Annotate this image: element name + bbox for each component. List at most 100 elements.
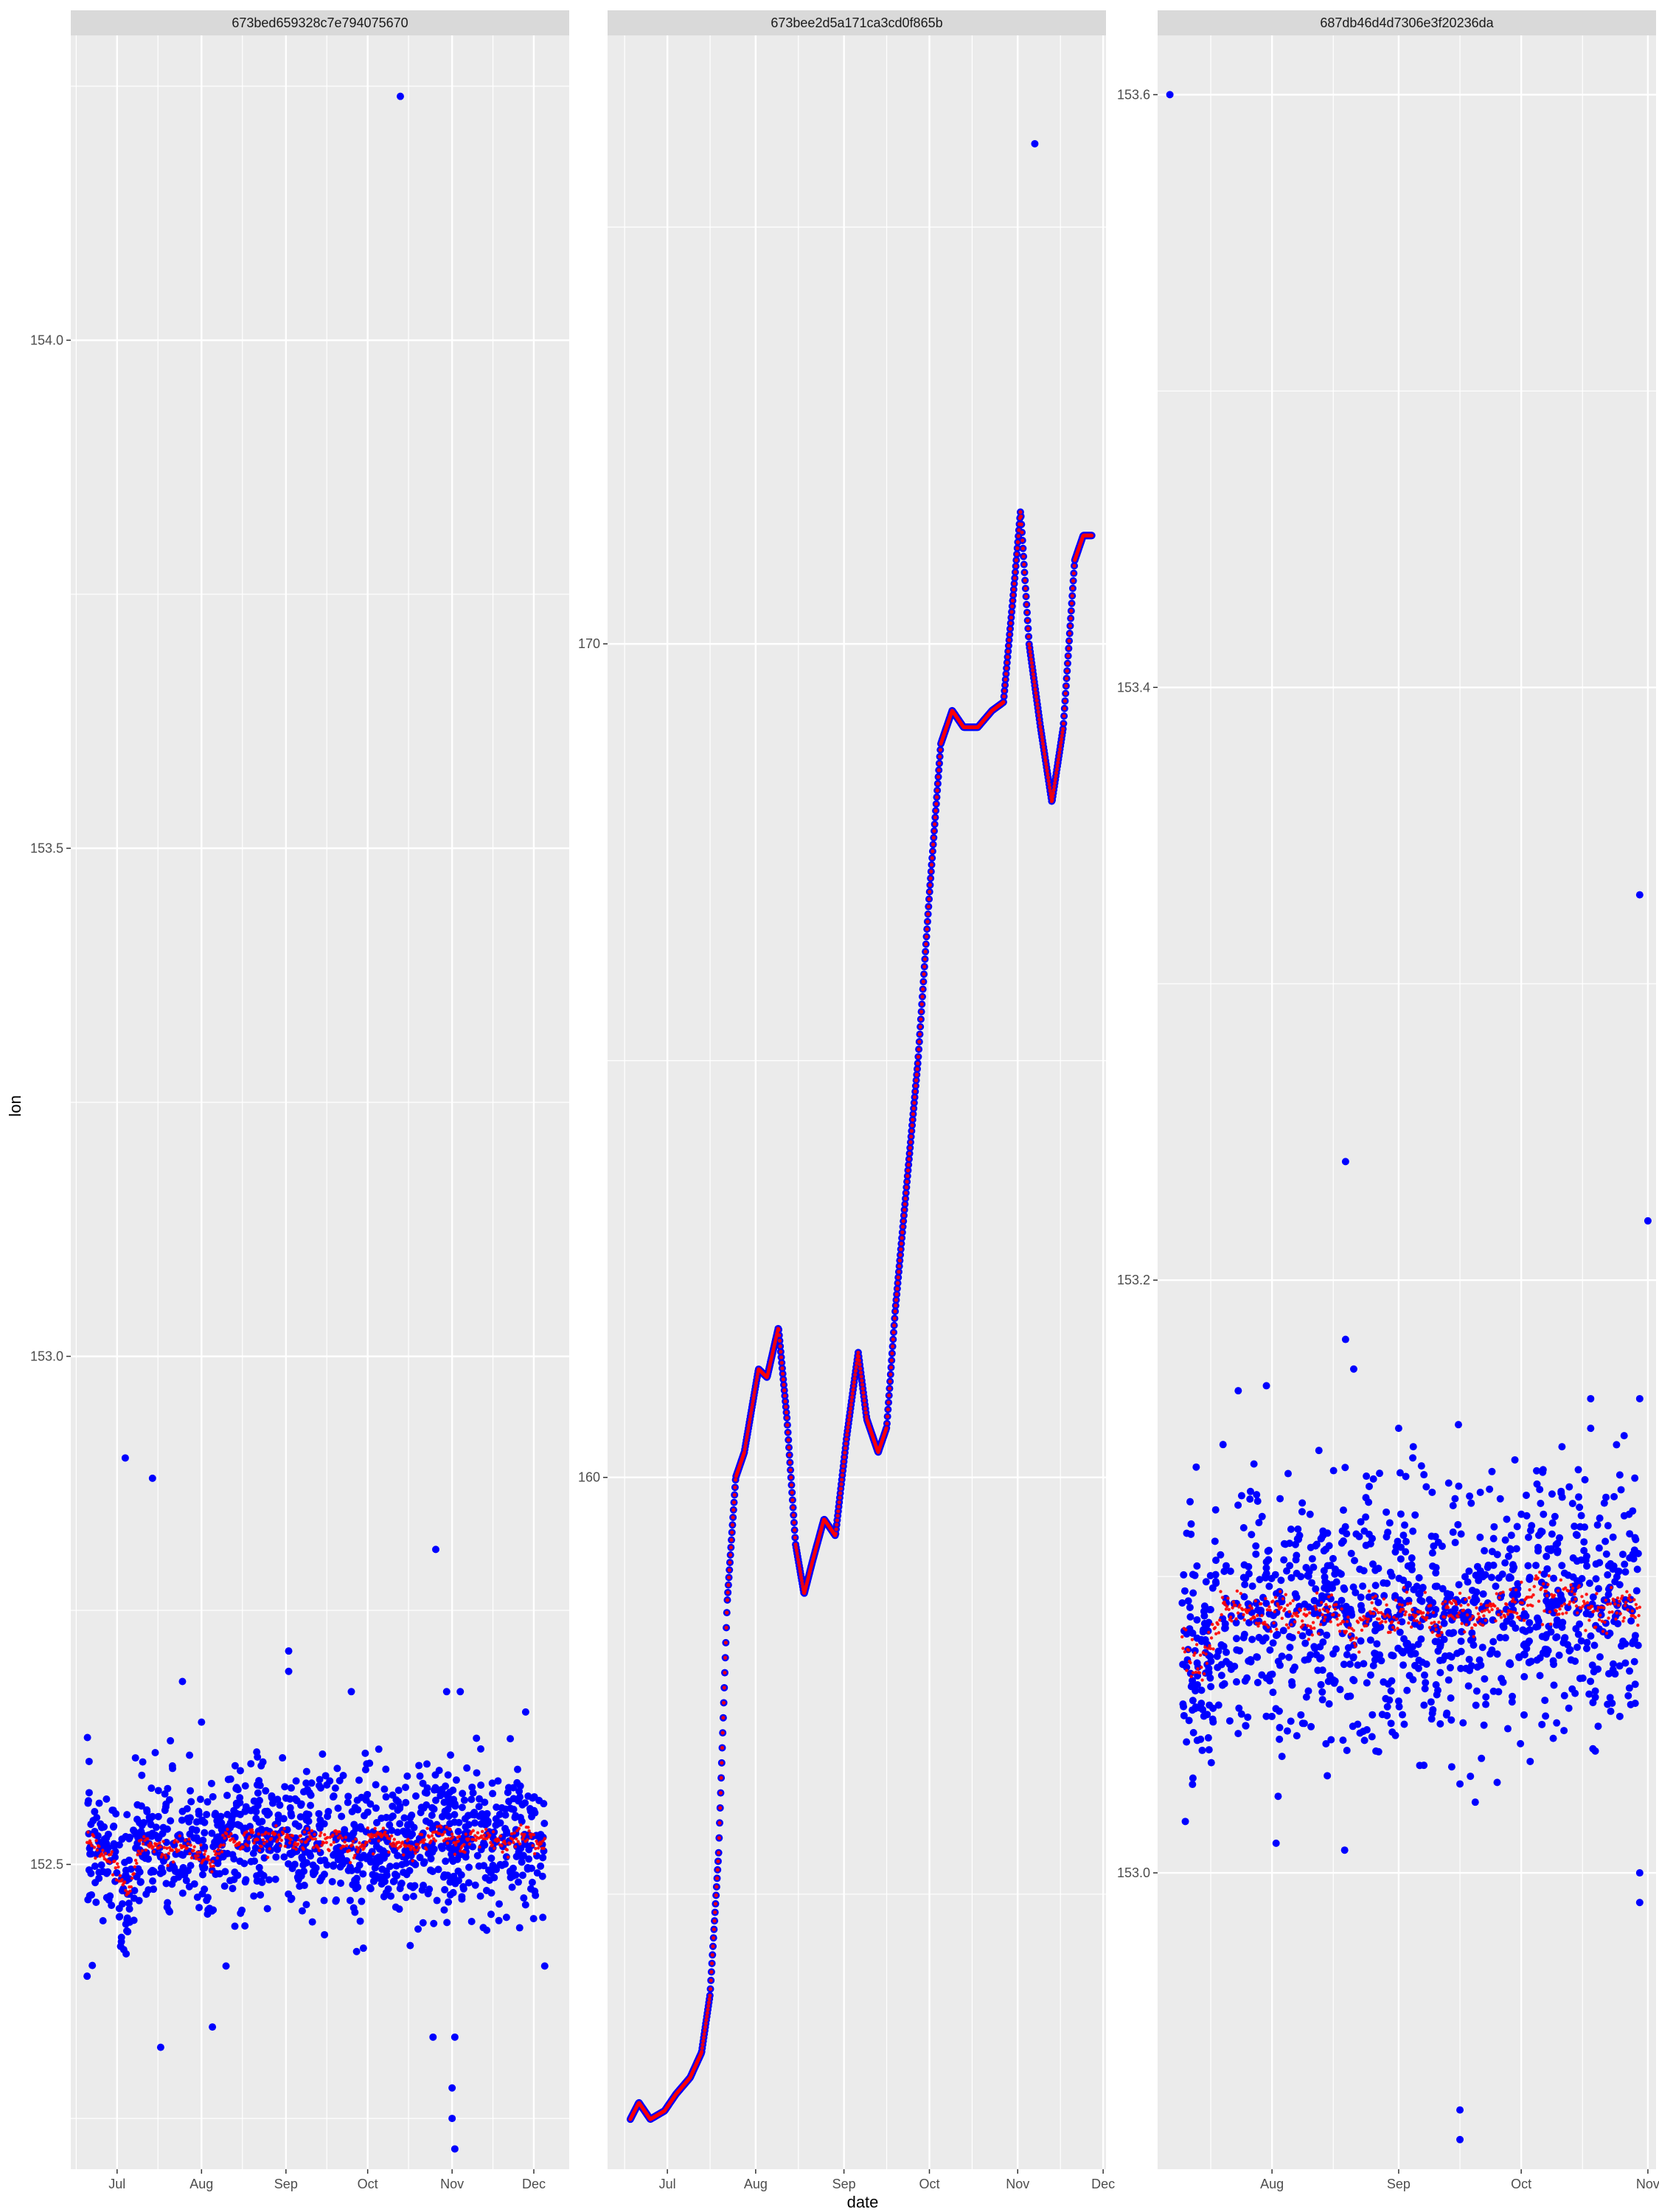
- raw-point: [1583, 1562, 1591, 1570]
- raw-point: [1200, 1712, 1208, 1720]
- raw-point: [91, 1863, 99, 1871]
- smoothed-point: [1025, 611, 1029, 615]
- x-tick-label: Jul: [659, 2177, 676, 2191]
- smoothed-point: [257, 1848, 262, 1852]
- smoothed-point: [1242, 1613, 1245, 1617]
- raw-point: [521, 1901, 529, 1909]
- smoothed-point: [849, 1402, 853, 1407]
- smoothed-point: [327, 1848, 331, 1853]
- raw-point: [272, 1853, 280, 1861]
- smoothed-point: [905, 1168, 911, 1172]
- smoothed-point: [1090, 533, 1094, 538]
- smoothed-point: [462, 1843, 466, 1846]
- raw-point: [394, 1798, 403, 1806]
- raw-point: [344, 1798, 352, 1806]
- raw-point: [1181, 1818, 1189, 1826]
- raw-point: [1631, 1474, 1639, 1482]
- smoothed-point: [1443, 1600, 1447, 1604]
- smoothed-point: [1366, 1620, 1369, 1624]
- smoothed-point: [1065, 669, 1069, 673]
- raw-point: [118, 1835, 126, 1843]
- raw-point: [131, 1754, 139, 1762]
- raw-point: [1186, 1625, 1194, 1633]
- smoothed-point: [1446, 1606, 1450, 1610]
- smoothed-point: [796, 1560, 801, 1565]
- raw-point: [1594, 1722, 1602, 1731]
- smoothed-point: [498, 1834, 503, 1838]
- raw-point: [252, 1815, 260, 1823]
- raw-point: [350, 1820, 358, 1829]
- smoothed-point: [1394, 1599, 1398, 1602]
- raw-point: [1422, 1660, 1430, 1668]
- smoothed-point: [422, 1837, 427, 1842]
- smoothed-point: [928, 876, 933, 880]
- raw-point: [1440, 1635, 1448, 1644]
- raw-point: [410, 1823, 418, 1832]
- x-tick-label: Nov: [1636, 2177, 1659, 2191]
- raw-point: [236, 1857, 244, 1865]
- raw-point: [291, 1795, 299, 1803]
- raw-point: [337, 1879, 345, 1888]
- smoothed-point: [782, 1394, 787, 1398]
- raw-point: [285, 1860, 293, 1868]
- raw-point: [271, 1875, 279, 1883]
- raw-point: [1470, 1641, 1478, 1649]
- raw-point: [418, 1886, 426, 1894]
- smoothed-point: [166, 1863, 170, 1868]
- facet-strip: [1158, 10, 1656, 35]
- smoothed-point: [1454, 1602, 1458, 1607]
- raw-point: [468, 1783, 476, 1791]
- smoothed-point: [721, 1700, 726, 1705]
- smoothed-point: [1322, 1618, 1326, 1623]
- raw-point: [414, 1925, 422, 1933]
- smoothed-point: [1190, 1638, 1194, 1641]
- raw-point: [1262, 1599, 1270, 1607]
- raw-point: [102, 1795, 111, 1803]
- smoothed-point: [1307, 1638, 1311, 1641]
- raw-point: [357, 1854, 365, 1862]
- smoothed-point: [305, 1840, 308, 1843]
- smoothed-point: [1365, 1624, 1368, 1628]
- raw-point: [84, 1896, 92, 1904]
- smoothed-point: [1052, 781, 1057, 785]
- raw-point: [231, 1922, 239, 1930]
- smoothed-point: [745, 1429, 750, 1433]
- raw-point: [1436, 1720, 1444, 1728]
- smoothed-point: [1007, 638, 1012, 642]
- smoothed-point: [387, 1850, 391, 1854]
- raw-point: [127, 1865, 135, 1873]
- smoothed-point: [1203, 1645, 1207, 1649]
- smoothed-point: [840, 1473, 844, 1478]
- smoothed-point: [416, 1843, 420, 1846]
- smoothed-point: [1238, 1603, 1242, 1607]
- smoothed-point: [902, 1208, 907, 1212]
- raw-point: [358, 1897, 366, 1905]
- raw-point: [1533, 1467, 1541, 1475]
- raw-point: [378, 1865, 386, 1874]
- raw-point: [1374, 1747, 1382, 1756]
- raw-point: [152, 1823, 160, 1832]
- raw-point: [1330, 1679, 1338, 1687]
- x-tick-label: Sep: [1387, 2177, 1411, 2191]
- smoothed-point: [110, 1850, 114, 1854]
- smoothed-point: [1335, 1617, 1339, 1621]
- smoothed-point: [859, 1374, 863, 1379]
- raw-point: [513, 1765, 521, 1773]
- smoothed-point: [88, 1841, 93, 1845]
- smoothed-point: [278, 1836, 282, 1840]
- raw-point: [1208, 1715, 1217, 1723]
- raw-point: [1342, 1602, 1350, 1610]
- smoothed-point: [908, 1146, 912, 1150]
- raw-point: [182, 1877, 190, 1885]
- raw-point: [1394, 1697, 1402, 1705]
- raw-point: [116, 1913, 124, 1921]
- raw-point: [1214, 1663, 1222, 1672]
- raw-point: [515, 1878, 523, 1886]
- smoothed-point: [1271, 1599, 1275, 1603]
- smoothed-point: [907, 1151, 912, 1156]
- raw-point: [201, 1829, 209, 1837]
- raw-point: [1200, 1602, 1208, 1610]
- smoothed-point: [728, 1560, 732, 1565]
- smoothed-point: [1205, 1661, 1209, 1666]
- raw-point: [220, 1882, 229, 1891]
